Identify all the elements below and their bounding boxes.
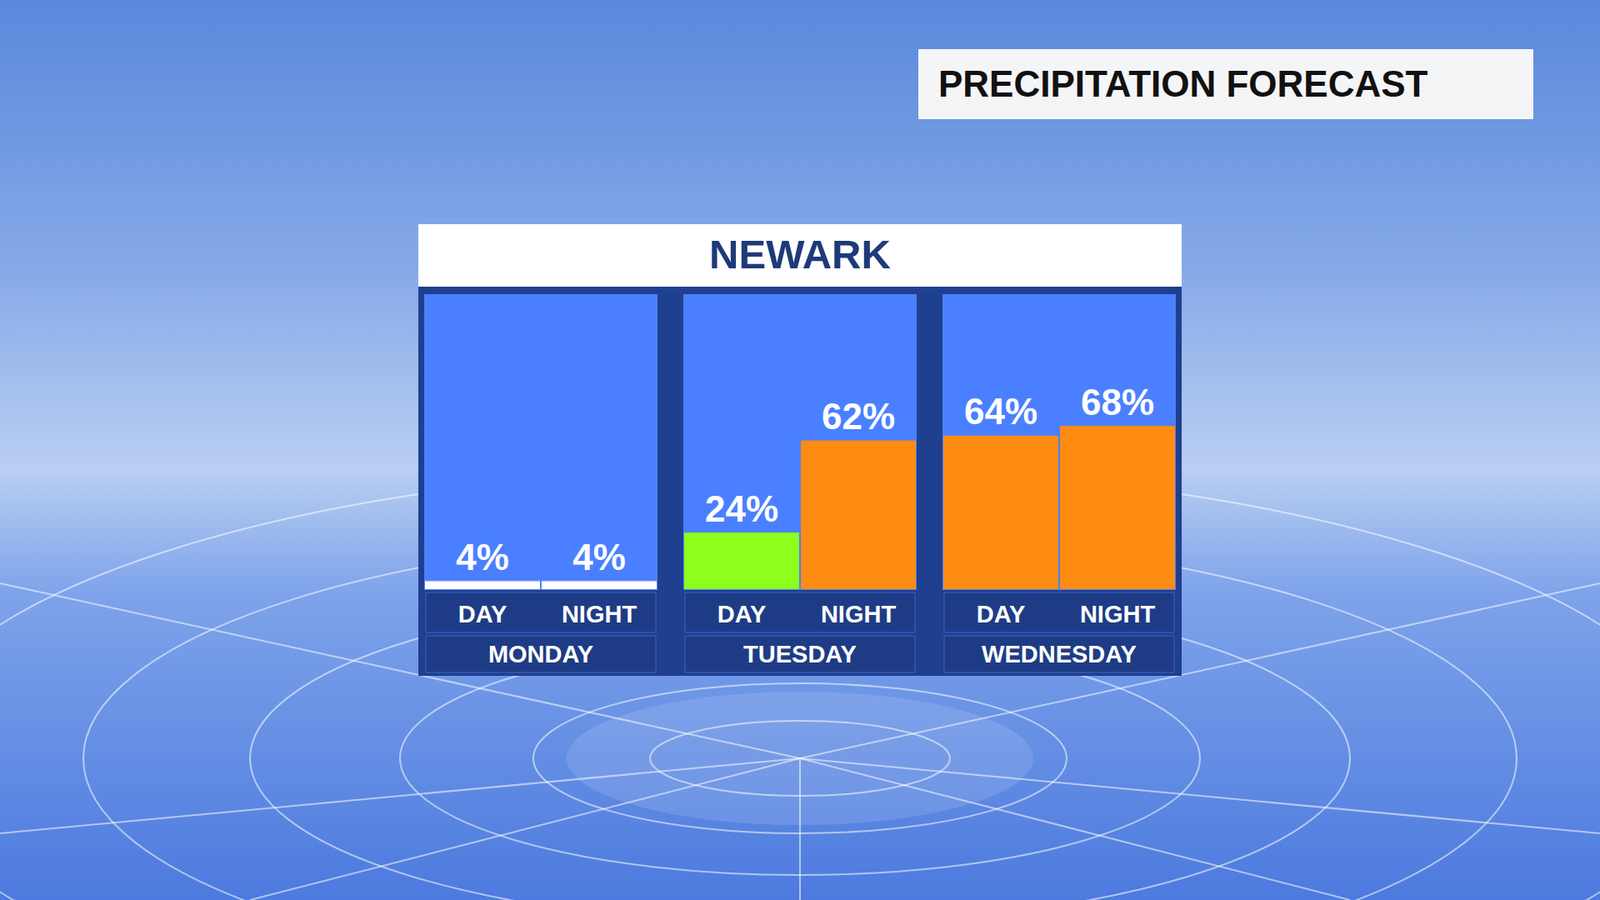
svg-text:4%: 4%: [572, 536, 626, 578]
svg-text:WEDNESDAY: WEDNESDAY: [981, 640, 1137, 668]
svg-text:64%: 64%: [964, 390, 1038, 432]
svg-text:NIGHT: NIGHT: [820, 600, 897, 628]
svg-text:24%: 24%: [705, 488, 779, 530]
svg-text:NEWARK: NEWARK: [709, 231, 891, 277]
svg-text:PRECIPITATION FORECAST: PRECIPITATION FORECAST: [938, 63, 1429, 105]
svg-text:NIGHT: NIGHT: [561, 600, 638, 628]
svg-text:DAY: DAY: [976, 600, 1026, 628]
svg-text:62%: 62%: [821, 395, 895, 437]
svg-text:MONDAY: MONDAY: [488, 640, 594, 668]
svg-text:68%: 68%: [1080, 381, 1155, 423]
svg-text:4%: 4%: [455, 536, 510, 578]
svg-text:NIGHT: NIGHT: [1080, 600, 1156, 628]
svg-text:DAY: DAY: [458, 600, 508, 628]
svg-text:DAY: DAY: [717, 600, 767, 628]
svg-text:TUESDAY: TUESDAY: [743, 640, 857, 668]
